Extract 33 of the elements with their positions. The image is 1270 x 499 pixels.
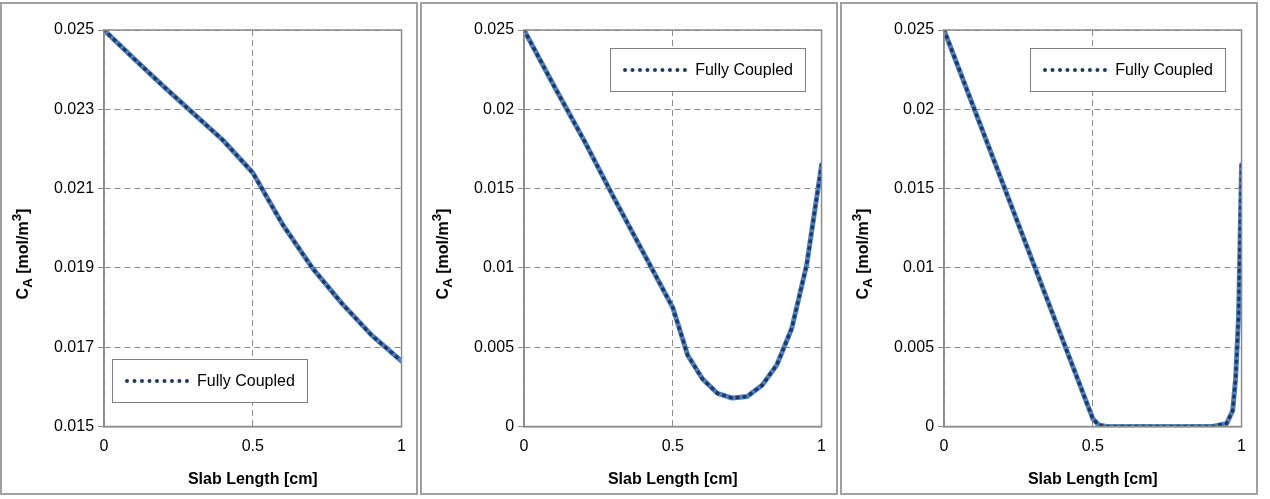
x-tick-label: 0 bbox=[519, 436, 529, 454]
y-tick-label: 0.005 bbox=[473, 337, 515, 355]
y-tick-label: 0.01 bbox=[482, 258, 515, 276]
x-tick-label: 0 bbox=[939, 436, 949, 454]
x-tick-label: 0.5 bbox=[241, 436, 265, 454]
legend-label: Fully Coupled bbox=[197, 372, 295, 390]
x-tick-label: 1 bbox=[1237, 436, 1247, 454]
y-tick-label: 0.01 bbox=[902, 258, 935, 276]
x-tick-label: 1 bbox=[397, 436, 407, 454]
y-tick-label: 0.019 bbox=[53, 258, 95, 276]
y-tick-label: 0.015 bbox=[893, 179, 935, 197]
legend-label: Fully Coupled bbox=[695, 61, 793, 79]
y-tick-label: 0.015 bbox=[473, 179, 515, 197]
y-tick-label: 0.021 bbox=[53, 179, 95, 197]
x-axis-title: Slab Length [cm] bbox=[187, 469, 318, 487]
y-tick-label: 0.025 bbox=[53, 20, 95, 38]
x-tick-label: 0 bbox=[99, 436, 109, 454]
x-tick-label: 1 bbox=[817, 436, 827, 454]
y-tick-label: 0.025 bbox=[893, 20, 935, 38]
y-tick-label: 0.005 bbox=[893, 337, 935, 355]
x-tick-label: 0.5 bbox=[1081, 436, 1105, 454]
y-tick-label: 0.015 bbox=[53, 417, 95, 435]
y-tick-label: 0.017 bbox=[53, 337, 95, 355]
y-tick-label: 0.025 bbox=[473, 20, 515, 38]
x-tick-label: 0.5 bbox=[661, 436, 685, 454]
y-tick-label: 0 bbox=[505, 417, 515, 435]
legend-label: Fully Coupled bbox=[1115, 61, 1213, 79]
y-tick-label: 0.02 bbox=[482, 99, 515, 117]
y-tick-label: 0.02 bbox=[902, 99, 935, 117]
x-axis-title: Slab Length [cm] bbox=[607, 469, 738, 487]
x-axis-title: Slab Length [cm] bbox=[1027, 469, 1158, 487]
y-tick-label: 0 bbox=[925, 417, 935, 435]
y-tick-label: 0.023 bbox=[53, 99, 95, 117]
